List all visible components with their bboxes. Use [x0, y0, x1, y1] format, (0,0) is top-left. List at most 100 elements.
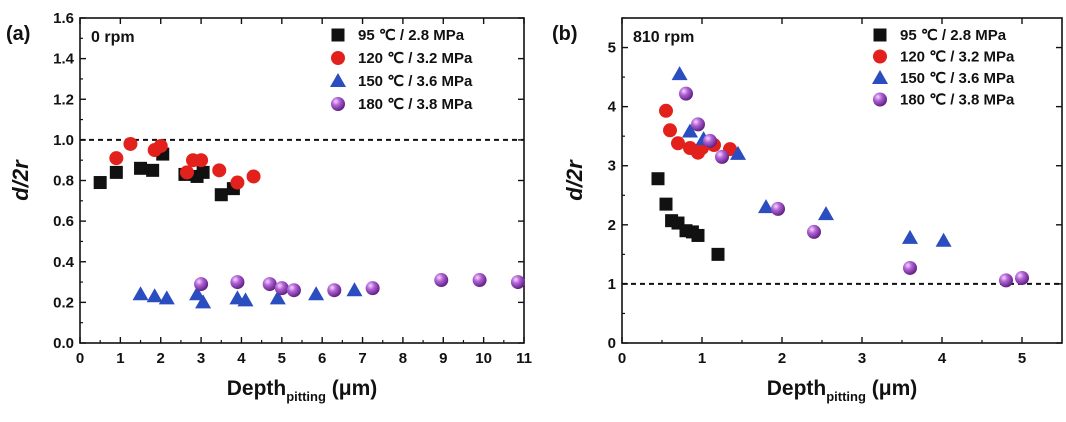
y-tick-label: 0.2 — [53, 294, 74, 311]
legend-marker — [331, 28, 345, 42]
legend-marker — [873, 28, 887, 42]
series-4 — [679, 86, 1029, 288]
panel-label: (b) — [552, 23, 578, 45]
data-point — [671, 66, 688, 81]
data-point — [1015, 271, 1029, 285]
data-point — [902, 229, 918, 244]
x-tick-label: 1 — [116, 350, 124, 367]
legend-marker — [331, 97, 345, 111]
panel-label: (a) — [6, 23, 30, 45]
data-point — [230, 275, 245, 290]
x-tick-label: 9 — [439, 350, 447, 367]
data-point — [153, 138, 168, 153]
x-tick-label: 0 — [618, 350, 626, 367]
data-point — [691, 117, 705, 132]
data-point — [671, 136, 685, 151]
x-tick-label: 3 — [197, 350, 205, 367]
series-2 — [659, 103, 737, 160]
legend-marker — [330, 73, 346, 87]
data-point — [194, 277, 209, 292]
x-tick-label: 1 — [698, 350, 706, 367]
y-tick-label: 0.8 — [53, 173, 74, 190]
y-tick-label: 0.6 — [53, 213, 74, 230]
data-point — [679, 86, 693, 101]
x-axis-label: Depthpitting (μm) — [767, 377, 918, 404]
data-point — [715, 149, 729, 164]
data-point — [903, 260, 917, 275]
data-point — [212, 163, 227, 178]
data-point — [510, 275, 525, 290]
data-point — [659, 103, 673, 118]
condition-annotation: 0 rpm — [91, 29, 135, 46]
data-point — [434, 273, 449, 288]
y-tick-label: 1.0 — [53, 132, 74, 149]
data-point — [758, 199, 774, 214]
y-tick-label: 1.2 — [53, 91, 74, 108]
y-tick-label: 1.6 — [53, 10, 74, 27]
data-point — [771, 201, 785, 216]
chart-panel-b: 0 1 2 3 4 5 0 1 2 3 4 5 Depthpitting (μm) d/2r (b) 810 … — [552, 17, 1063, 404]
y-tick-label: 2 — [608, 217, 616, 234]
legend-label: 120 ℃ / 3.2 MPa — [358, 50, 473, 67]
data-point — [935, 232, 952, 247]
data-point — [651, 172, 665, 186]
legend-label: 180 ℃ / 3.8 MPa — [358, 96, 473, 113]
y-tick-label: 0 — [608, 335, 616, 352]
data-point — [158, 290, 175, 305]
data-point — [146, 163, 160, 177]
data-point — [659, 197, 673, 211]
data-point — [682, 123, 698, 138]
series-3 — [132, 282, 363, 309]
data-point — [179, 165, 194, 180]
data-point — [703, 133, 717, 148]
data-point — [214, 188, 228, 202]
legend-marker — [873, 49, 887, 64]
y-tick-label: 1 — [608, 276, 616, 293]
data-point — [93, 176, 107, 190]
y-axis-label: d/2r — [562, 159, 587, 201]
chart-panel-a: 0 1 2 3 4 5 6 7 8 9 10 11 0.0 0.2 0.4 0.6 0.8 1.0 1.2 1.4 1.… — [6, 10, 532, 404]
data-point — [237, 292, 254, 307]
plot-frame — [621, 17, 1063, 344]
data-point — [663, 123, 677, 138]
legend-label: 150 ℃ / 3.6 MPa — [358, 73, 473, 90]
x-tick-label: 5 — [278, 350, 286, 367]
y-axis-label: d/2r — [8, 159, 33, 201]
data-point — [195, 294, 212, 309]
data-point — [286, 283, 301, 298]
y-tick-label: 0.4 — [53, 254, 75, 271]
series-1 — [651, 172, 725, 261]
data-point — [123, 136, 138, 151]
legend-label: 95 ℃ / 2.8 MPa — [900, 27, 1007, 44]
legend-marker — [872, 70, 888, 84]
data-point — [472, 273, 487, 288]
legend-label: 150 ℃ / 3.6 MPa — [900, 70, 1015, 87]
data-point — [109, 151, 124, 166]
data-point — [230, 175, 245, 190]
data-point — [196, 165, 210, 179]
condition-annotation: 810 rpm — [633, 29, 694, 46]
x-tick-label: 4 — [938, 350, 947, 367]
data-point — [194, 153, 209, 168]
data-point — [308, 286, 325, 301]
data-point — [730, 145, 746, 160]
y-tick-label: 3 — [608, 158, 616, 175]
legend-label: 95 ℃ / 2.8 MPa — [358, 27, 465, 44]
data-point — [146, 288, 163, 303]
series-2 — [109, 136, 261, 190]
x-tick-label: 7 — [358, 350, 366, 367]
y-tick-label: 0.0 — [53, 335, 74, 352]
data-point — [327, 283, 342, 298]
data-point — [999, 273, 1013, 288]
x-tick-label: 2 — [778, 350, 786, 367]
data-point — [189, 286, 206, 301]
data-point — [346, 282, 363, 297]
x-tick-label: 2 — [157, 350, 165, 367]
x-tick-label: 4 — [237, 350, 246, 367]
data-point — [262, 277, 277, 292]
data-point — [132, 286, 149, 301]
y-tick-label: 1.4 — [53, 51, 75, 68]
x-tick-label: 11 — [516, 350, 532, 367]
x-tick-label: 3 — [858, 350, 866, 367]
